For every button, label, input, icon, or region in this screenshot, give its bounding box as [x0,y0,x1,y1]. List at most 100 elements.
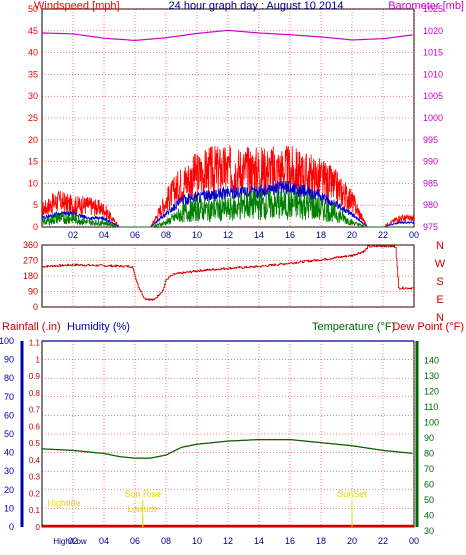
wind-y-tick: 25 [28,113,38,123]
direction-y-tick: 180 [23,271,38,281]
temp-y-tick: 40 [424,511,434,521]
wind-y-tick: 45 [28,26,38,36]
rain-y-tick: 0.1 [29,506,41,515]
humidity-y-tick: 0 [9,522,14,532]
humidity-y-tick: 40 [4,448,14,458]
rain-y-tick: 1.1 [29,339,41,348]
direction-y-tick: 360 [23,240,38,250]
temp-y-tick: 110 [424,402,438,412]
baro-axis-label: Barometer [mb] [388,0,464,12]
temp-y-tick: 60 [424,480,434,490]
annotation-label: Sun Rise [124,489,161,499]
wind-y-tick: 0 [33,222,38,232]
wind-x-tick: 12 [223,230,233,240]
rain-y-tick: 0.6 [29,422,41,431]
rain-axis-label: Rainfall (.in) [2,321,61,333]
wind-axis-label: Windspeed [mph] [34,0,120,12]
annotation-label: Lowtide [127,504,158,514]
direction-y-tick: 270 [23,256,38,266]
baro-y-tick: 985 [423,178,438,188]
temp-y-tick: 130 [424,371,439,381]
temp-y-tick: 140 [424,356,439,366]
compass-label: W [435,258,446,270]
humidity-y-tick: 10 [4,503,14,513]
rain-y-tick: 0.7 [29,406,41,415]
wind-direction-line [42,244,414,301]
high-low-label: High/Low [53,537,87,546]
rain-y-tick: 0.3 [29,473,41,482]
baro-y-tick: 1015 [423,48,443,58]
temp-y-tick: 100 [424,418,439,428]
dewpoint-line [42,439,413,459]
humidity-y-tick: 100 [0,336,14,346]
wind-y-tick: 40 [28,48,38,58]
wind-y-tick: 10 [28,178,38,188]
humidity-y-tick: 60 [4,410,14,420]
temp-x-tick: 12 [223,536,233,546]
annotation-label: Hightide [48,498,81,508]
temp-x-tick: 00 [409,536,419,546]
rain-y-tick: 0.8 [29,389,41,398]
temperature-line [42,439,413,459]
direction-y-tick: 0 [33,302,38,312]
wind-x-tick: 10 [192,230,202,240]
wind-x-tick: 16 [285,230,295,240]
temp-y-tick: 90 [424,433,434,443]
temp-x-tick: 02 [68,536,78,546]
wind-y-tick: 35 [28,69,38,79]
baro-y-tick: 1020 [423,26,443,36]
temp-y-tick: 120 [424,387,439,397]
rain-y-tick: 0.4 [29,456,41,465]
temp-y-tick: 30 [424,526,434,536]
baro-y-tick: 1000 [423,113,443,123]
rain-y-tick: 0.5 [29,439,41,448]
windspeed-min-line [41,189,414,228]
humidity-y-tick: 70 [4,392,14,402]
temp-axis-label: Temperature (°F) [312,321,395,333]
baro-y-tick: 995 [423,135,438,145]
baro-y-tick: 1005 [423,91,443,101]
baro-y-tick: 1025 [423,4,443,14]
humidity-axis-label: Humidity (%) [67,321,130,333]
dewpoint-axis-label: Dew Point (°F) [392,321,464,333]
wind-y-tick: 5 [33,200,38,210]
humidity-y-tick: 20 [4,485,14,495]
humidity-y-tick: 80 [4,373,14,383]
baro-y-tick: 975 [423,222,438,232]
compass-label: N [436,240,444,252]
wind-y-tick: 15 [28,157,38,167]
wind-x-tick: 18 [316,230,326,240]
humidity-y-tick: 30 [4,466,14,476]
temp-x-tick: 04 [99,536,109,546]
wind-x-tick: 02 [68,230,78,240]
chart-title: 24 hour graph day : August 10 2014 [169,0,344,12]
rain-y-tick: 0.2 [29,489,41,498]
temp-x-tick: 10 [192,536,202,546]
temp-x-tick: 08 [161,536,171,546]
temp-x-tick: 14 [254,536,264,546]
temp-x-tick: 06 [130,536,140,546]
wind-x-tick: 14 [254,230,264,240]
temp-x-tick: 16 [285,536,295,546]
barometer-line [42,29,413,42]
temp-x-tick: 18 [316,536,326,546]
wind-y-tick: 20 [28,135,38,145]
wind-x-tick: 00 [409,230,419,240]
temp-x-tick: 22 [378,536,388,546]
compass-label: S [436,276,443,288]
temp-y-tick: 50 [424,495,434,505]
rain-y-tick: 0.9 [29,372,41,381]
wind-x-tick: 06 [130,230,140,240]
windspeed-avg-line [41,180,415,228]
temp-y-tick: 70 [424,464,434,474]
temp-y-tick: 80 [424,449,434,459]
rain-y-tick: 0 [36,523,41,532]
humidity-y-tick: 90 [4,355,14,365]
compass-label: E [436,294,443,306]
annotation-label: SunSet [337,489,367,499]
wind-y-tick: 30 [28,91,38,101]
wind-x-tick: 08 [161,230,171,240]
baro-y-tick: 980 [423,200,438,210]
wind-x-tick: 20 [347,230,357,240]
